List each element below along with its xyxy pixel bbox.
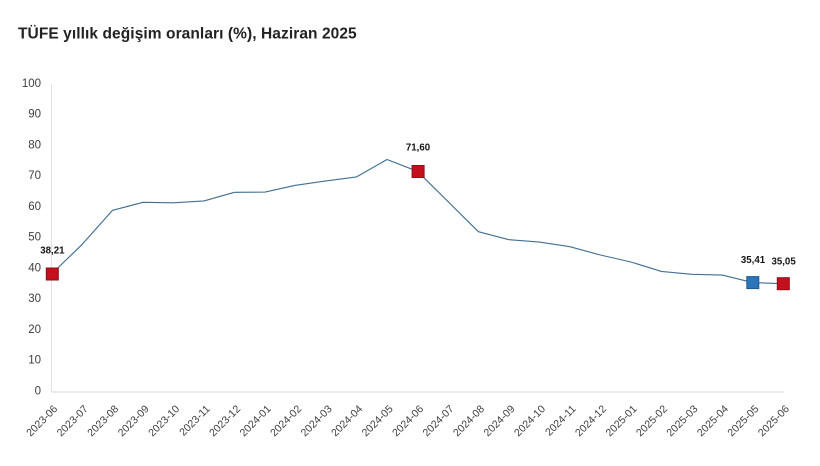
svg-text:TÜFE yıllık değişim oranları (: TÜFE yıllık değişim oranları (%), Hazira…: [18, 26, 357, 43]
svg-text:70: 70: [28, 170, 41, 182]
svg-text:40: 40: [28, 262, 41, 274]
svg-text:60: 60: [28, 201, 41, 213]
svg-text:35,05: 35,05: [771, 257, 796, 268]
svg-text:80: 80: [28, 139, 41, 151]
svg-text:50: 50: [28, 232, 41, 244]
svg-text:90: 90: [28, 109, 41, 121]
svg-text:100: 100: [22, 78, 41, 90]
svg-text:0: 0: [35, 385, 41, 397]
svg-text:35,41: 35,41: [741, 255, 766, 266]
svg-text:10: 10: [28, 355, 41, 367]
svg-text:71,60: 71,60: [406, 143, 430, 154]
svg-text:38,21: 38,21: [40, 246, 65, 257]
svg-text:30: 30: [28, 293, 41, 305]
svg-text:20: 20: [28, 324, 41, 336]
